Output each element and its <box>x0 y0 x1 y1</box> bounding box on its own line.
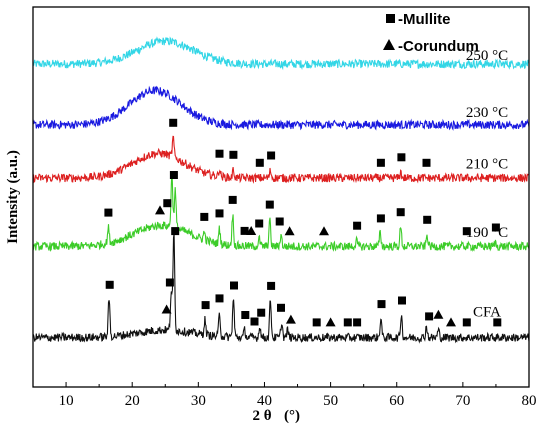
mullite-marker <box>229 150 238 159</box>
mullite-marker <box>377 300 386 309</box>
x-tick-label: 50 <box>323 393 338 409</box>
x-tick-label: 30 <box>191 393 206 409</box>
series-line <box>32 36 530 71</box>
series-label: 190 °C <box>466 225 508 241</box>
mullite-marker <box>422 158 431 167</box>
mullite-marker <box>169 171 178 179</box>
series-labels-layer: 250 °C 230 °C 210 °C 190 °C CFA <box>466 48 508 321</box>
x-axis-title: 2 θ <box>252 408 271 424</box>
x-tick-label: 20 <box>125 393 140 409</box>
x-tick-label: 10 <box>59 393 74 409</box>
mullite-marker <box>275 217 284 226</box>
mullite-marker <box>265 200 274 209</box>
series-label: 210 °C <box>466 157 508 173</box>
mullite-marker <box>398 296 406 305</box>
mullite-marker <box>215 294 224 303</box>
mullite-marker <box>376 214 385 223</box>
legend-mullite-label: -Mullite <box>398 11 451 28</box>
mullite-marker <box>491 223 500 232</box>
mullite-marker <box>230 281 238 290</box>
mullite-marker <box>165 278 174 287</box>
mullite-marker <box>215 149 224 158</box>
mullite-marker <box>169 118 178 127</box>
mullite-marker <box>312 318 321 327</box>
x-tick-label: 70 <box>455 393 470 409</box>
mullite-marker <box>201 301 210 310</box>
series-label: 250 °C <box>466 48 508 64</box>
corundum-marker <box>446 317 456 327</box>
x-tick-label: 60 <box>389 393 404 409</box>
plot-frame <box>32 6 530 388</box>
corundum-marker <box>246 226 257 235</box>
series-line <box>32 135 530 184</box>
x-tick-label: 40 <box>257 393 272 409</box>
corundum-marker <box>319 226 329 236</box>
series-line <box>32 233 530 344</box>
mullite-marker <box>397 153 406 162</box>
series-label: CFA <box>473 305 501 321</box>
mullite-marker <box>255 158 264 167</box>
x-axis-unit: (°) <box>284 408 300 424</box>
mullite-marker <box>425 312 434 321</box>
markers-layer <box>104 118 502 327</box>
mullite-marker <box>493 318 502 327</box>
legend-mullite-marker <box>386 14 395 23</box>
curves-layer <box>32 36 530 344</box>
corundum-marker <box>325 317 336 327</box>
mullite-marker <box>104 208 113 217</box>
mullite-marker <box>215 209 224 218</box>
mullite-marker <box>267 151 276 160</box>
mullite-marker <box>423 215 432 224</box>
mullite-marker <box>228 195 237 204</box>
mullite-marker <box>462 318 471 327</box>
mullite-marker <box>376 158 385 167</box>
mullite-marker <box>171 227 180 236</box>
mullite-marker <box>257 308 266 317</box>
corundum-marker <box>433 309 444 319</box>
x-tick-label: 80 <box>522 393 537 409</box>
mullite-marker <box>353 221 362 230</box>
mullite-marker <box>240 226 249 235</box>
mullite-marker <box>353 318 362 327</box>
series-label: 230 °C <box>466 105 508 121</box>
corundum-marker <box>284 226 295 236</box>
series-line <box>32 85 530 131</box>
legend-corundum-marker <box>383 39 395 50</box>
mullite-marker <box>343 318 352 327</box>
mullite-marker <box>200 212 209 221</box>
mullite-marker <box>396 208 405 217</box>
mullite-marker <box>277 303 285 312</box>
y-axis-title: Intensity (a.u.) <box>5 150 21 244</box>
mullite-marker <box>267 281 276 290</box>
corundum-marker <box>155 205 165 215</box>
series-line <box>32 171 530 253</box>
legend-corundum-label: -Corundum <box>398 38 479 55</box>
corundum-marker <box>285 314 296 324</box>
mullite-marker <box>462 227 471 236</box>
corundum-marker <box>161 304 172 314</box>
x-axis: 10 20 30 40 50 60 70 80 <box>32 382 537 409</box>
mullite-marker <box>250 317 259 326</box>
mullite-marker <box>241 311 250 319</box>
mullite-marker <box>163 199 172 208</box>
mullite-marker <box>105 280 114 289</box>
mullite-marker <box>255 219 264 228</box>
legend: -Mullite -Corundum <box>383 11 479 55</box>
